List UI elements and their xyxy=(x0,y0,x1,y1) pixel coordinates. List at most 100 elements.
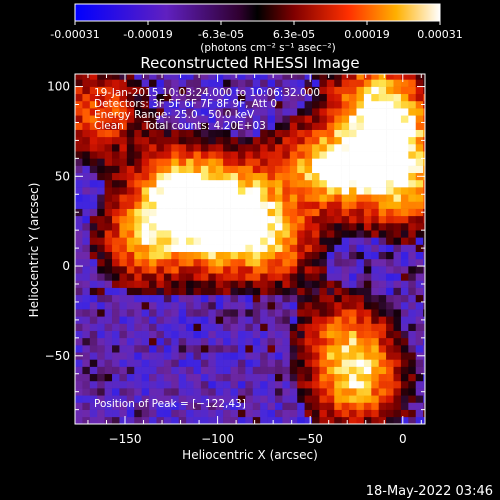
heatmap-cell xyxy=(400,323,409,331)
heatmap-cell xyxy=(289,366,298,375)
heatmap-cell xyxy=(215,352,224,360)
heatmap-cell xyxy=(245,273,254,281)
heatmap-cell xyxy=(141,129,150,138)
heatmap-cell xyxy=(141,352,150,360)
heatmap-cell xyxy=(341,316,350,324)
heatmap-cell xyxy=(97,136,105,145)
colorbar-tick-labels: -0.00031 -0.00019 -6.3e-05 6.3e-05 0.000… xyxy=(50,28,462,41)
heatmap-cell xyxy=(215,251,224,260)
heatmap-cell xyxy=(349,402,357,410)
heatmap-cell xyxy=(75,301,83,310)
heatmap-cell xyxy=(312,230,320,238)
heatmap-cell xyxy=(200,194,209,202)
heatmap-cell xyxy=(208,301,217,310)
colorbar-tick-label: -0.00031 xyxy=(50,28,99,41)
heatmap-cell xyxy=(393,129,402,138)
heatmap-cell xyxy=(193,316,202,324)
heatmap-cell xyxy=(282,273,291,281)
heatmap-cell xyxy=(386,287,394,296)
heatmap-cell xyxy=(223,416,231,424)
heatmap-cell xyxy=(126,266,135,274)
heatmap-cell xyxy=(415,309,424,317)
heatmap-cell xyxy=(289,301,298,310)
heatmap-cell xyxy=(423,294,425,303)
heatmap-cell xyxy=(200,222,209,231)
heatmap-cell xyxy=(193,330,202,339)
heatmap-cell xyxy=(349,244,357,252)
heatmap-cell xyxy=(178,316,187,324)
heatmap-cell xyxy=(400,179,409,188)
heatmap-cell xyxy=(378,122,387,130)
heatmap-cell xyxy=(89,294,98,303)
heatmap-cell xyxy=(141,93,150,102)
heatmap-cell xyxy=(208,93,217,102)
heatmap-cell xyxy=(312,337,320,346)
heatmap-cell xyxy=(312,136,320,145)
heatmap-cell xyxy=(112,222,120,231)
heatmap-cell xyxy=(230,416,239,424)
heatmap-cell xyxy=(334,158,342,166)
heatmap-cell xyxy=(104,244,113,252)
heatmap-cell xyxy=(134,194,142,202)
heatmap-cell xyxy=(371,337,380,346)
heatmap-cell xyxy=(223,388,231,396)
heatmap-cell xyxy=(149,194,157,202)
heatmap-cell xyxy=(119,79,128,87)
heatmap-cell xyxy=(267,230,276,238)
heatmap-cell xyxy=(208,115,217,123)
heatmap-cell xyxy=(282,337,291,346)
heatmap-cell xyxy=(171,86,180,95)
heatmap-cell xyxy=(378,388,387,396)
heatmap-cell xyxy=(423,366,425,375)
heatmap-cell xyxy=(260,194,268,202)
heatmap-cell xyxy=(178,366,187,375)
heatmap-cell xyxy=(334,280,342,288)
heatmap-cell xyxy=(208,251,217,260)
heatmap-cell xyxy=(82,373,91,382)
heatmap-cell xyxy=(297,409,305,418)
heatmap-cell xyxy=(186,122,194,130)
heatmap-cell xyxy=(230,294,239,303)
heatmap-cell xyxy=(141,294,150,303)
heatmap-cell xyxy=(208,309,217,317)
heatmap-cell xyxy=(408,345,417,353)
heatmap-cell xyxy=(104,337,113,346)
heatmap-cell xyxy=(89,337,98,346)
heatmap-cell xyxy=(230,136,239,145)
heatmap-cell xyxy=(178,208,187,217)
heatmap-cell xyxy=(408,330,417,339)
heatmap-cell xyxy=(200,115,209,123)
heatmap-cell xyxy=(208,337,217,346)
heatmap-cell xyxy=(223,74,231,80)
heatmap-cell xyxy=(349,187,357,195)
heatmap-cell xyxy=(408,380,417,389)
heatmap-cell xyxy=(334,129,342,138)
heatmap-cell xyxy=(200,287,209,296)
heatmap-cell xyxy=(230,316,239,324)
heatmap-cell xyxy=(178,251,187,260)
heatmap-cell xyxy=(393,108,402,116)
heatmap-cell xyxy=(134,266,142,274)
heatmap-cell xyxy=(82,237,91,245)
heatmap-cell xyxy=(82,416,91,424)
heatmap-cell xyxy=(156,165,165,174)
heatmap-cell xyxy=(186,316,194,324)
heatmap-cell xyxy=(252,215,261,224)
heatmap-cell xyxy=(134,366,142,375)
heatmap-cell xyxy=(200,345,209,353)
heatmap-cell xyxy=(230,251,239,260)
heatmap-cell xyxy=(97,165,105,174)
heatmap-cell xyxy=(75,215,83,224)
heatmap-cell xyxy=(312,330,320,339)
heatmap-cell xyxy=(415,208,424,217)
heatmap-cell xyxy=(112,158,120,166)
heatmap-cell xyxy=(312,93,320,102)
heatmap-cell xyxy=(112,251,120,260)
heatmap-cell xyxy=(237,172,246,181)
heatmap-cell xyxy=(112,122,120,130)
heatmap-cell xyxy=(371,388,380,396)
heatmap-cell xyxy=(349,93,357,102)
heatmap-cell xyxy=(75,395,83,403)
heatmap-cell xyxy=(297,323,305,331)
heatmap-cell xyxy=(289,158,298,166)
